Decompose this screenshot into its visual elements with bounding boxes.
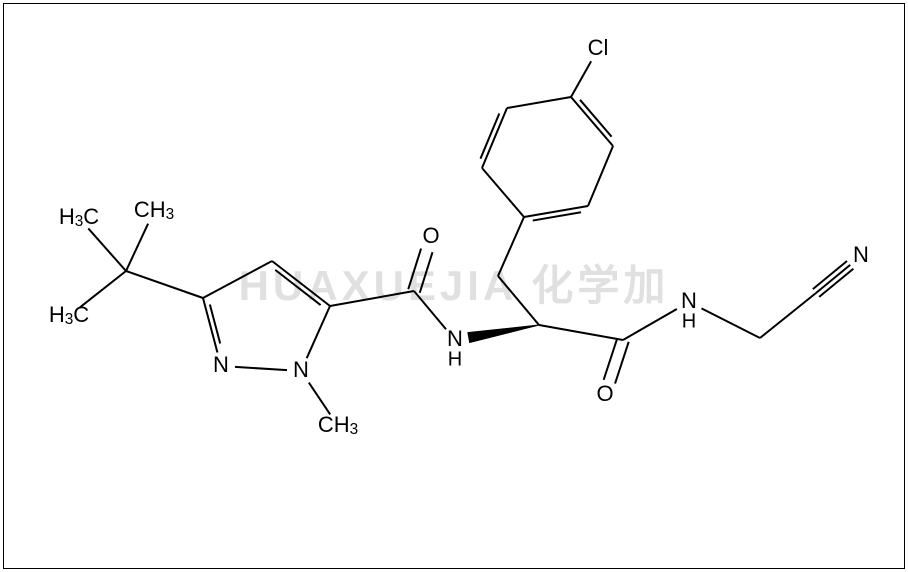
atom-O1: O — [422, 223, 439, 248]
atom-Na1: N — [447, 326, 463, 351]
atom-Na2: N — [681, 288, 697, 313]
atom-Cl: Cl — [588, 35, 609, 60]
atom-Nn: N — [853, 242, 869, 267]
atom-Cme: CH3 — [318, 412, 358, 438]
atom-Np2: N — [213, 352, 229, 377]
atom-O2: O — [596, 381, 613, 406]
atom-Me2: H3C — [59, 204, 99, 230]
atom-Me1: H3C — [49, 302, 89, 328]
atom-Na2-H: H — [682, 310, 696, 332]
atom-Me3: CH3 — [134, 197, 174, 223]
atom-Np1: N — [293, 357, 309, 382]
molecule-svg: ClNONNCH3H3CH3CCH3ONNHH — [3, 3, 905, 569]
atom-Na1-H: H — [448, 348, 462, 370]
